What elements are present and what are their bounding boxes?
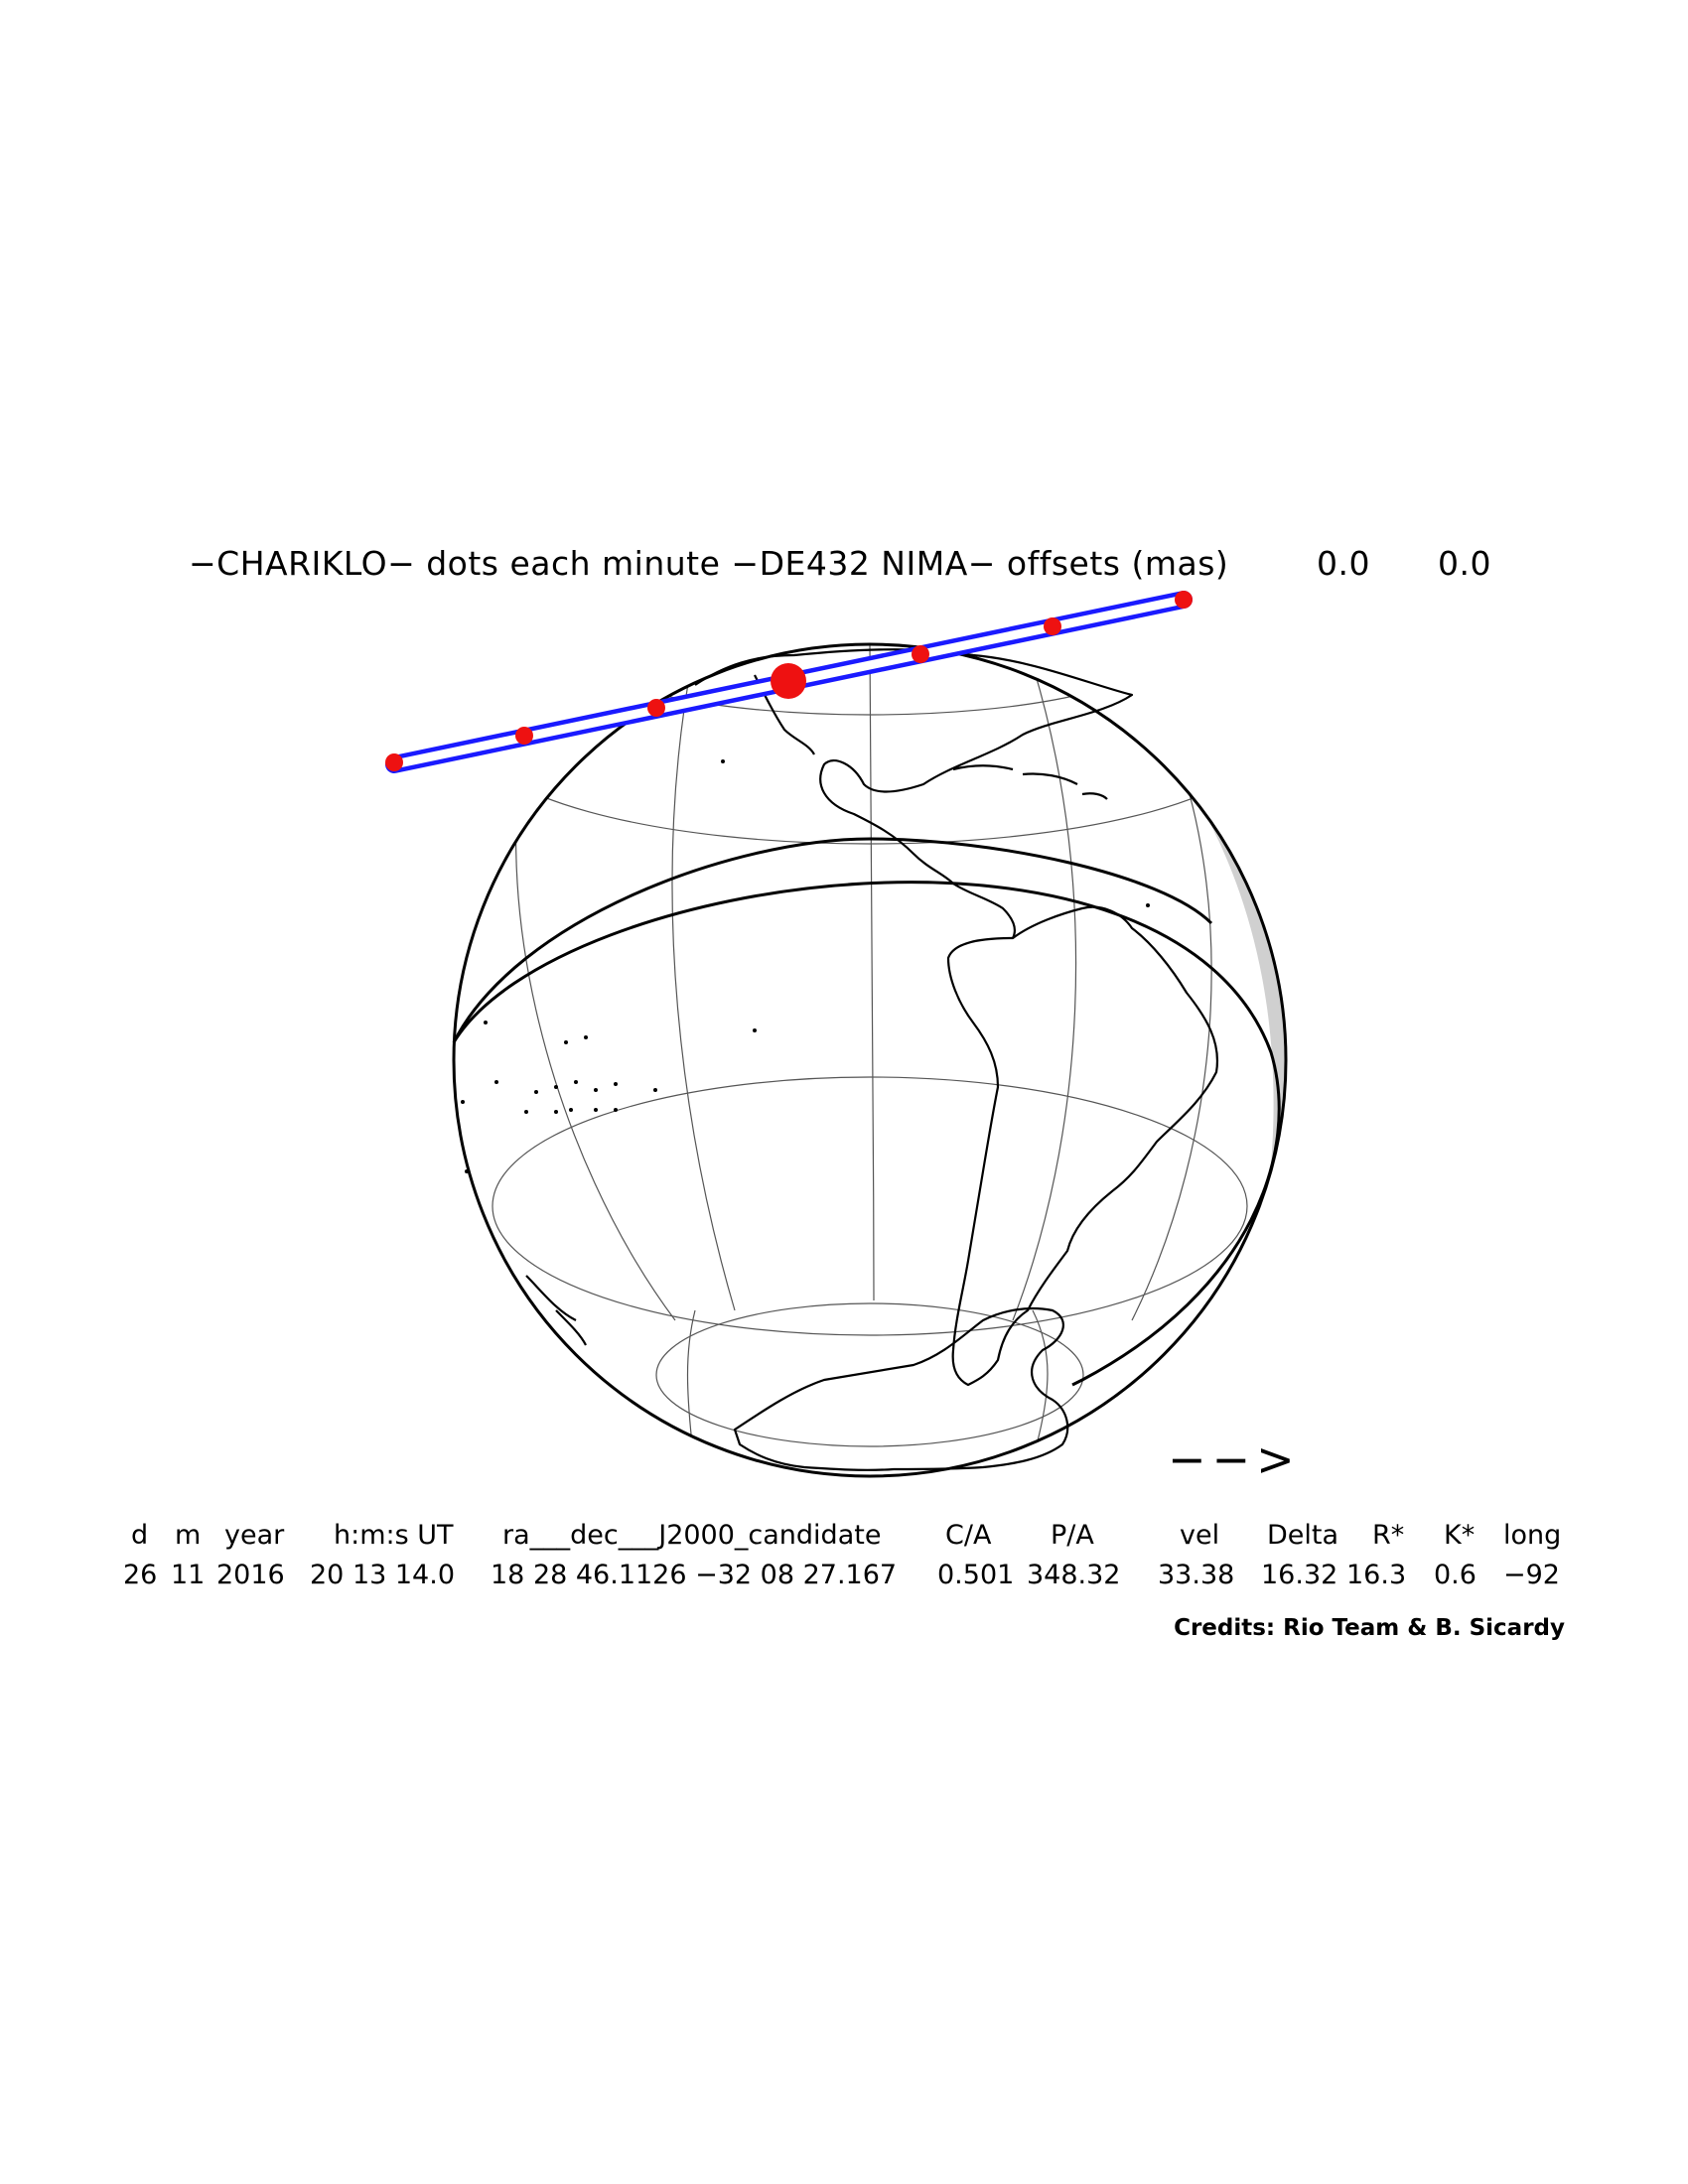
value-m: 11	[171, 1560, 206, 1590]
value-vel: 33.38	[1158, 1560, 1235, 1590]
header-rstar: R*	[1372, 1520, 1405, 1551]
value-long: −92	[1503, 1560, 1560, 1590]
title-offset-x: 0.0	[1317, 544, 1370, 583]
track-dot	[1044, 617, 1061, 635]
header-m: m	[175, 1520, 202, 1551]
map-title: −CHARIKLO− dots each minute −DE432 NIMA−…	[189, 542, 1519, 586]
value-d: 26	[123, 1560, 158, 1590]
track-dot-center	[771, 663, 806, 699]
title-offset-y: 0.0	[1438, 544, 1491, 583]
value-ca: 0.501	[937, 1560, 1015, 1590]
value-delta: 16.32	[1261, 1560, 1338, 1590]
header-d: d	[131, 1520, 149, 1551]
value-radec: 18 28 46.1126 −32 08 27.167	[491, 1560, 898, 1590]
value-time: 20 13 14.0	[310, 1560, 455, 1590]
header-pa: P/A	[1051, 1520, 1094, 1551]
header-ca: C/A	[945, 1520, 992, 1551]
value-pa: 348.32	[1027, 1560, 1121, 1590]
track-dot	[385, 753, 403, 771]
track-dot	[647, 699, 665, 717]
track-dot	[912, 645, 929, 663]
globe-outline	[452, 642, 1288, 1478]
credits: Credits: Rio Team & B. Sicardy	[1174, 1615, 1565, 1641]
value-kstar: 0.6	[1434, 1560, 1477, 1590]
header-vel: vel	[1180, 1520, 1220, 1551]
header-year: year	[224, 1520, 285, 1551]
header-radec: ra___dec___J2000_candidate	[502, 1520, 882, 1551]
value-rstar: 16.3	[1346, 1560, 1407, 1590]
direction-arrow: −−>	[1168, 1433, 1301, 1486]
track-dot	[515, 727, 533, 745]
header-delta: Delta	[1267, 1520, 1339, 1551]
value-year: 2016	[216, 1560, 285, 1590]
title-main: −CHARIKLO− dots each minute −DE432 NIMA−…	[189, 544, 1229, 583]
header-long: long	[1503, 1520, 1562, 1551]
equator-line	[452, 881, 1281, 1387]
header-kstar: K*	[1444, 1520, 1476, 1551]
minute-dots	[385, 591, 1193, 771]
track-dot	[1175, 591, 1193, 609]
pacific-islands	[461, 759, 1150, 1173]
header-time: h:m:s UT	[334, 1520, 454, 1551]
